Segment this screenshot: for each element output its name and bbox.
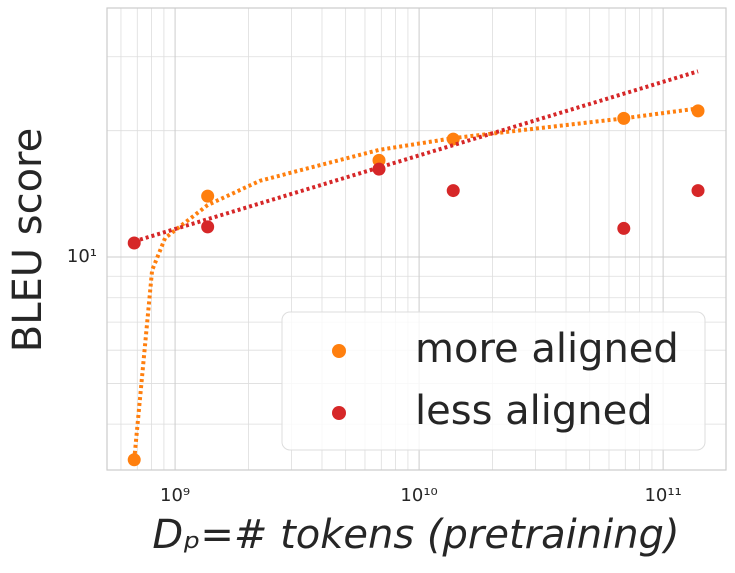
- fit-line: [132, 106, 699, 460]
- legend-marker: [332, 344, 346, 358]
- legend-box: [281, 311, 706, 451]
- plot-frame: [106, 7, 727, 471]
- point: [446, 184, 460, 198]
- point: [201, 220, 215, 234]
- point: [127, 453, 141, 467]
- legend-marker: [332, 406, 346, 420]
- legend-label: more aligned: [415, 326, 679, 372]
- x-tick-label: 10¹⁰: [400, 485, 437, 506]
- point: [617, 111, 631, 125]
- y-axis-label: BLEU score: [5, 128, 51, 352]
- point: [691, 104, 705, 118]
- point: [127, 236, 141, 250]
- fit-line: [133, 69, 699, 244]
- point: [691, 184, 705, 198]
- legend-label: less aligned: [415, 388, 653, 434]
- x-tick-label: 10⁹: [160, 485, 190, 506]
- legend: more aligned less aligned: [281, 311, 706, 451]
- y-tick-label: 10¹: [67, 246, 97, 267]
- x-axis-label: Dₚ=# tokens (pretraining): [152, 512, 679, 558]
- point: [201, 189, 215, 203]
- point: [617, 221, 631, 235]
- x-tick-label: 10¹¹: [644, 485, 681, 506]
- point: [372, 162, 386, 176]
